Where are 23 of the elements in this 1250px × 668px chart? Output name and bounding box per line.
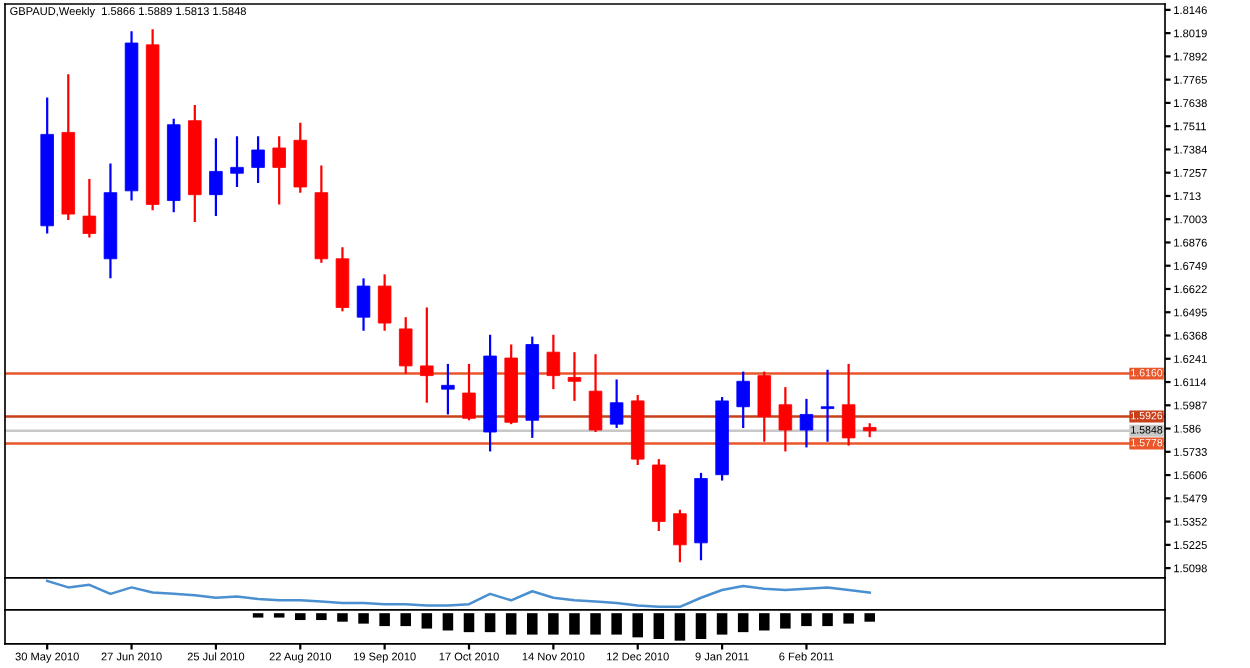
candlestick [82,177,97,239]
candlestick [293,121,308,194]
candlestick [588,353,603,434]
candlestick [420,306,434,404]
candlestick [820,368,835,443]
candlestick [841,362,856,447]
candlestick [377,273,392,332]
candlestick [546,333,561,391]
candlestick [209,137,223,218]
candlestick [778,386,793,453]
candlestick [272,135,286,206]
candlestick [251,135,265,185]
candlestick [736,370,750,430]
candlestick [567,351,582,403]
candlestick [356,277,371,332]
candlestick [230,135,244,189]
candlestick [757,370,772,443]
candlestick [799,397,814,449]
candlestick [609,378,624,430]
candlestick [673,508,687,564]
candlestick [462,362,476,422]
candlestick [441,362,455,416]
candlestick [398,316,413,375]
